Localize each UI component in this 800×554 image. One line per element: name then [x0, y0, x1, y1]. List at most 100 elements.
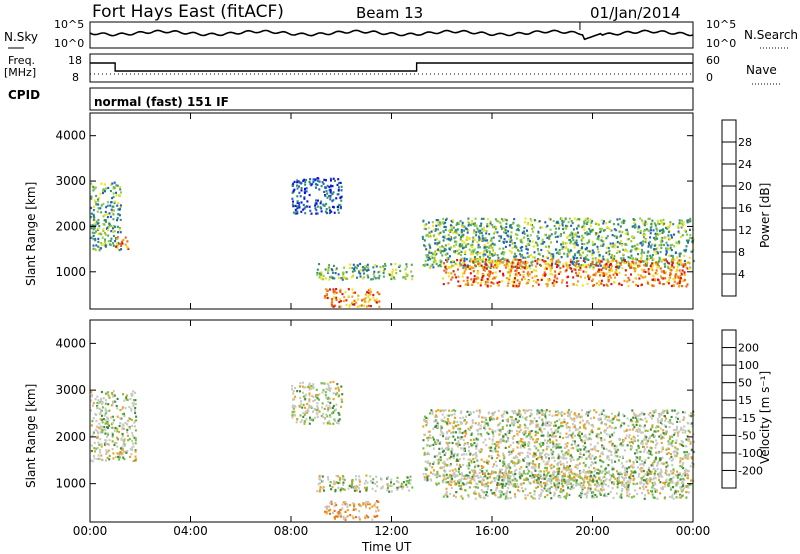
range-cell — [321, 487, 324, 490]
range-cell — [523, 441, 526, 444]
range-cell — [530, 271, 533, 274]
range-cell — [644, 479, 647, 482]
range-cell — [515, 255, 518, 258]
range-cell — [600, 259, 603, 262]
range-cell — [530, 466, 533, 469]
range-cell — [324, 417, 327, 420]
range-cell — [615, 236, 618, 239]
range-cell — [461, 239, 464, 243]
colorbar-tick-label: 8 — [738, 246, 745, 259]
range-cell — [640, 478, 643, 482]
range-cell — [598, 254, 601, 257]
range-cell — [537, 476, 540, 479]
range-cell — [328, 206, 331, 209]
range-cell — [457, 440, 460, 443]
range-cell — [587, 220, 590, 223]
range-cell — [428, 249, 431, 252]
range-cell — [352, 517, 355, 520]
range-cell — [595, 262, 598, 265]
range-cell — [599, 230, 602, 234]
range-cell — [323, 382, 326, 385]
range-cell — [687, 439, 690, 442]
range-cell — [495, 464, 498, 467]
range-cell — [493, 276, 496, 279]
range-cell — [352, 263, 355, 266]
range-cell — [99, 411, 102, 414]
range-cell — [620, 424, 623, 427]
range-cell — [647, 413, 650, 416]
range-cell — [108, 396, 111, 399]
range-cell — [305, 205, 308, 208]
range-cell — [439, 466, 442, 470]
range-cell — [354, 266, 357, 269]
range-cell — [351, 274, 354, 277]
range-cell — [679, 280, 681, 283]
range-cell — [573, 420, 576, 423]
range-cell — [570, 267, 573, 270]
range-cell — [505, 219, 508, 222]
range-cell — [116, 430, 119, 433]
range-cell — [642, 236, 645, 239]
range-cell — [645, 420, 648, 423]
range-cell — [316, 402, 319, 405]
range-cell — [300, 181, 303, 184]
range-cell — [653, 411, 656, 414]
range-cell — [95, 425, 98, 428]
range-cell — [577, 263, 580, 266]
range-cell — [535, 452, 538, 455]
range-cell — [542, 255, 545, 258]
range-cell — [502, 272, 504, 275]
range-cell — [463, 225, 466, 228]
range-cell — [353, 486, 356, 489]
range-cell — [664, 277, 667, 280]
range-cell — [545, 466, 548, 469]
range-cell — [651, 482, 654, 485]
range-cell — [627, 285, 630, 288]
range-cell — [578, 235, 581, 238]
range-cell — [611, 421, 614, 424]
range-cell — [90, 212, 93, 215]
range-cell — [590, 424, 593, 427]
range-cell — [95, 194, 98, 198]
range-cell — [311, 394, 314, 397]
range-cell — [563, 418, 566, 421]
range-cell — [90, 459, 93, 462]
range-cell — [591, 431, 594, 434]
range-cell — [446, 238, 449, 241]
range-cell — [472, 260, 475, 263]
range-cell — [666, 227, 669, 230]
range-cell — [116, 452, 119, 455]
range-cell — [291, 388, 293, 391]
range-cell — [500, 235, 503, 238]
range-cell — [472, 473, 475, 476]
range-cell — [519, 273, 522, 276]
range-cell — [666, 244, 669, 247]
range-cell — [361, 277, 364, 280]
range-cell — [502, 439, 505, 442]
range-cell — [330, 500, 333, 503]
range-cell — [364, 297, 367, 300]
range-cell — [342, 271, 345, 274]
range-cell — [652, 278, 655, 281]
range-cell — [605, 429, 607, 432]
range-cell — [112, 213, 115, 216]
range-cell — [90, 409, 92, 412]
range-cell — [568, 474, 571, 477]
range-cell — [677, 430, 680, 433]
range-cell — [467, 243, 470, 246]
range-cell — [537, 466, 540, 469]
range-cell — [315, 395, 318, 398]
range-cell — [91, 224, 94, 227]
range-cell — [616, 218, 619, 221]
range-cell — [510, 236, 512, 239]
range-cell — [535, 420, 538, 423]
range-cell — [124, 406, 127, 410]
range-cell — [340, 196, 343, 199]
range-cell — [639, 258, 642, 261]
range-cell — [642, 445, 645, 448]
range-cell — [527, 456, 530, 459]
range-cell — [498, 260, 501, 263]
range-cell — [119, 231, 122, 234]
range-cell — [680, 465, 683, 468]
nave-label: Nave — [746, 63, 777, 77]
